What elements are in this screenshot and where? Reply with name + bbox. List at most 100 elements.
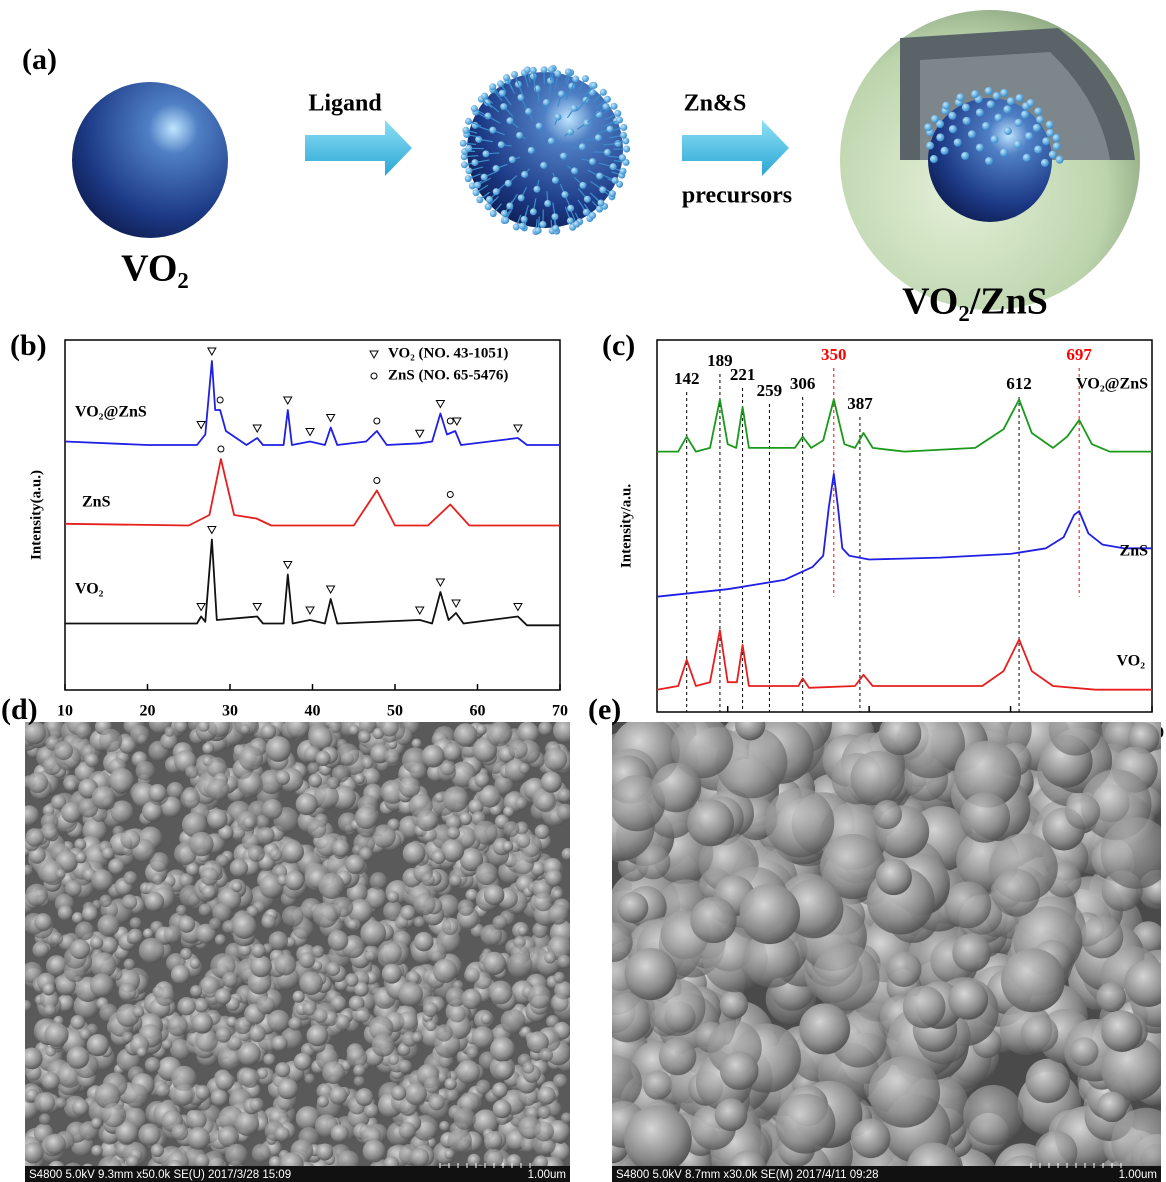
- grain: [164, 926, 182, 944]
- ligand-sphere: [460, 65, 630, 235]
- phase-mark: [208, 348, 216, 355]
- grain: [102, 1103, 126, 1127]
- grain: [102, 847, 115, 860]
- sem-image: S4800 5.0kV 9.3mm x50.0k SE(U) 2017/3/28…: [13, 710, 579, 1182]
- grain: [171, 1124, 188, 1141]
- grain: [250, 1098, 264, 1112]
- grain: [296, 793, 318, 815]
- grain: [558, 789, 572, 803]
- ligand-head: [539, 221, 546, 228]
- grain: [545, 869, 562, 886]
- grain: [87, 1034, 109, 1056]
- grain: [617, 892, 648, 923]
- grain: [58, 905, 73, 920]
- ligand-head: [1034, 107, 1042, 115]
- grain: [1097, 1092, 1127, 1122]
- raman-chart: (c)200400600800Raman Shift (cm⁻¹)Intensi…: [602, 329, 1164, 778]
- grain: [285, 871, 305, 891]
- ligand-head: [971, 90, 979, 98]
- grain: [25, 884, 48, 907]
- grain: [308, 820, 327, 839]
- label: Zn&S: [684, 91, 747, 117]
- grain: [25, 828, 43, 846]
- grain: [256, 827, 274, 845]
- grain: [380, 718, 399, 737]
- grain: [593, 922, 633, 962]
- ligand-head: [600, 89, 607, 96]
- grain: [492, 1082, 508, 1098]
- grain: [553, 718, 578, 743]
- grain: [869, 1056, 941, 1128]
- ligand-head: [930, 155, 938, 163]
- ligand-head: [536, 123, 543, 130]
- grain: [538, 1106, 551, 1119]
- grain: [537, 1086, 555, 1104]
- phase-mark: [327, 415, 335, 422]
- ligand-head: [961, 152, 969, 160]
- y-axis-title: Intensity(a.u.): [28, 470, 44, 560]
- sem-caption: S4800 5.0kV 8.7mm x30.0k SE(M) 2017/4/11…: [616, 1169, 879, 1181]
- panel-label: (b): [10, 329, 47, 362]
- grain: [1101, 1010, 1143, 1052]
- grain: [1096, 982, 1126, 1012]
- ligand-head: [1000, 89, 1008, 97]
- x-tick-label: 10: [57, 703, 73, 720]
- ligand-head: [544, 200, 551, 207]
- grain: [493, 1100, 512, 1119]
- phase-mark: [514, 425, 522, 432]
- ligand-head: [609, 190, 616, 197]
- ligand-head: [620, 132, 627, 139]
- grain: [472, 1026, 494, 1048]
- ligand-head: [541, 66, 548, 73]
- grain: [557, 804, 574, 821]
- grain: [207, 778, 229, 800]
- grain: [99, 729, 122, 752]
- grain: [65, 880, 82, 897]
- grain: [45, 1134, 66, 1155]
- grain: [484, 885, 505, 906]
- grain: [332, 839, 350, 857]
- phase-mark: [436, 579, 444, 586]
- grain: [403, 842, 426, 865]
- x-tick-label: 20: [140, 703, 156, 720]
- grain: [511, 852, 534, 875]
- y-axis-title: Intensity/a.u.: [618, 484, 634, 568]
- ligand-head: [926, 142, 934, 150]
- grain: [527, 985, 551, 1009]
- ligand-head: [620, 124, 627, 131]
- label: VO₂: [121, 248, 189, 290]
- grain: [144, 892, 164, 912]
- ligand-head: [589, 158, 596, 165]
- grain: [252, 1144, 271, 1163]
- grain: [354, 773, 365, 784]
- grain: [432, 850, 446, 864]
- ligand-head: [571, 167, 578, 174]
- ligand-head: [505, 180, 512, 187]
- series-line: [65, 540, 560, 626]
- grain: [509, 740, 528, 759]
- ligand-head: [1021, 111, 1029, 119]
- ligand-head: [502, 217, 509, 224]
- ligand-head: [610, 163, 617, 170]
- ligand-head: [623, 146, 630, 153]
- grain: [1080, 915, 1123, 958]
- grain: [490, 1037, 515, 1062]
- ligand-head: [1041, 159, 1049, 167]
- grain: [42, 1072, 60, 1090]
- ligand-head: [481, 93, 488, 100]
- x-tick-label: 60: [470, 703, 486, 720]
- ligand-head: [596, 172, 603, 179]
- ligand-head: [963, 117, 971, 125]
- grain: [347, 1047, 368, 1068]
- grain: [171, 965, 190, 984]
- ligand-head: [573, 221, 580, 228]
- ligand-head: [551, 213, 558, 220]
- ligand-head: [597, 200, 604, 207]
- grain: [329, 1086, 347, 1104]
- grain: [50, 932, 63, 945]
- grain: [535, 824, 550, 839]
- grain: [70, 939, 90, 959]
- grain: [316, 1144, 333, 1161]
- series-line: [657, 630, 1152, 690]
- grain: [372, 1034, 395, 1057]
